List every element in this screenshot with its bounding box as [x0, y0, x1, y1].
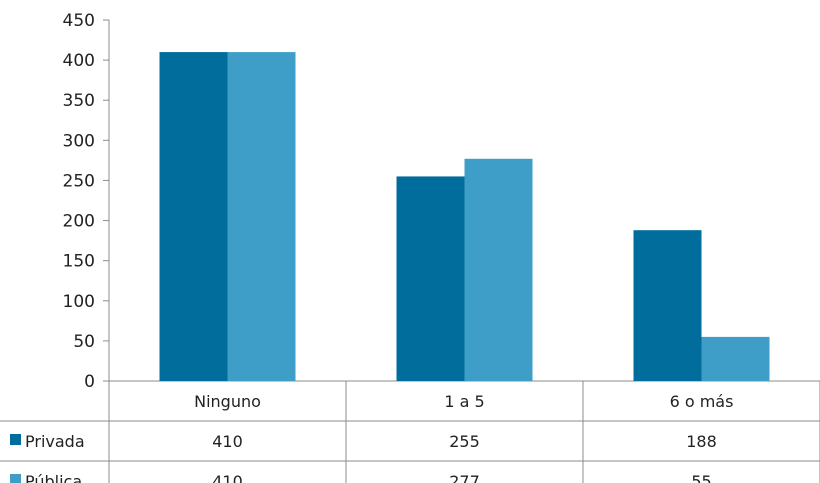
category-labels: Ninguno 1 a 5 6 o más [194, 392, 733, 411]
category-label: 6 o más [670, 392, 734, 411]
y-tick-label: 150 [63, 252, 95, 272]
legend-swatch [10, 474, 21, 483]
y-tick-label: 100 [63, 292, 95, 312]
data-table-cell: 255 [449, 432, 480, 451]
bar-privada-2 [633, 230, 702, 381]
y-tick-label: 250 [63, 171, 95, 191]
data-table: Privada 410 255 188 Pública 410 277 55 [10, 432, 717, 483]
y-tick-label: 450 [63, 11, 95, 31]
data-table-cell: 55 [691, 472, 711, 483]
legend-label: Privada [25, 432, 85, 451]
data-table-cell: 410 [212, 472, 243, 483]
bar-publica-1 [464, 158, 533, 381]
bar-publica-2 [701, 336, 770, 381]
bar-publica-0 [227, 52, 296, 381]
bar-privada-1 [396, 176, 465, 381]
legend-label: Pública [25, 472, 82, 483]
data-table-cell: 188 [686, 432, 717, 451]
category-label: 1 a 5 [444, 392, 484, 411]
category-label: Ninguno [194, 392, 261, 411]
y-tick-label: 200 [63, 212, 95, 232]
y-tick-label: 350 [63, 91, 95, 111]
y-tick-label: 50 [73, 332, 95, 352]
y-tick-label: 400 [63, 51, 95, 71]
legend-swatch [10, 434, 21, 445]
data-table-cell: 410 [212, 432, 243, 451]
data-table-cell: 277 [449, 472, 480, 483]
bar-privada-0 [159, 52, 228, 381]
y-tick-label: 300 [63, 131, 95, 151]
y-axis: 0 50 100 150 200 250 300 350 400 450 [63, 11, 110, 483]
bars [159, 52, 770, 381]
y-tick-label: 0 [84, 372, 95, 392]
